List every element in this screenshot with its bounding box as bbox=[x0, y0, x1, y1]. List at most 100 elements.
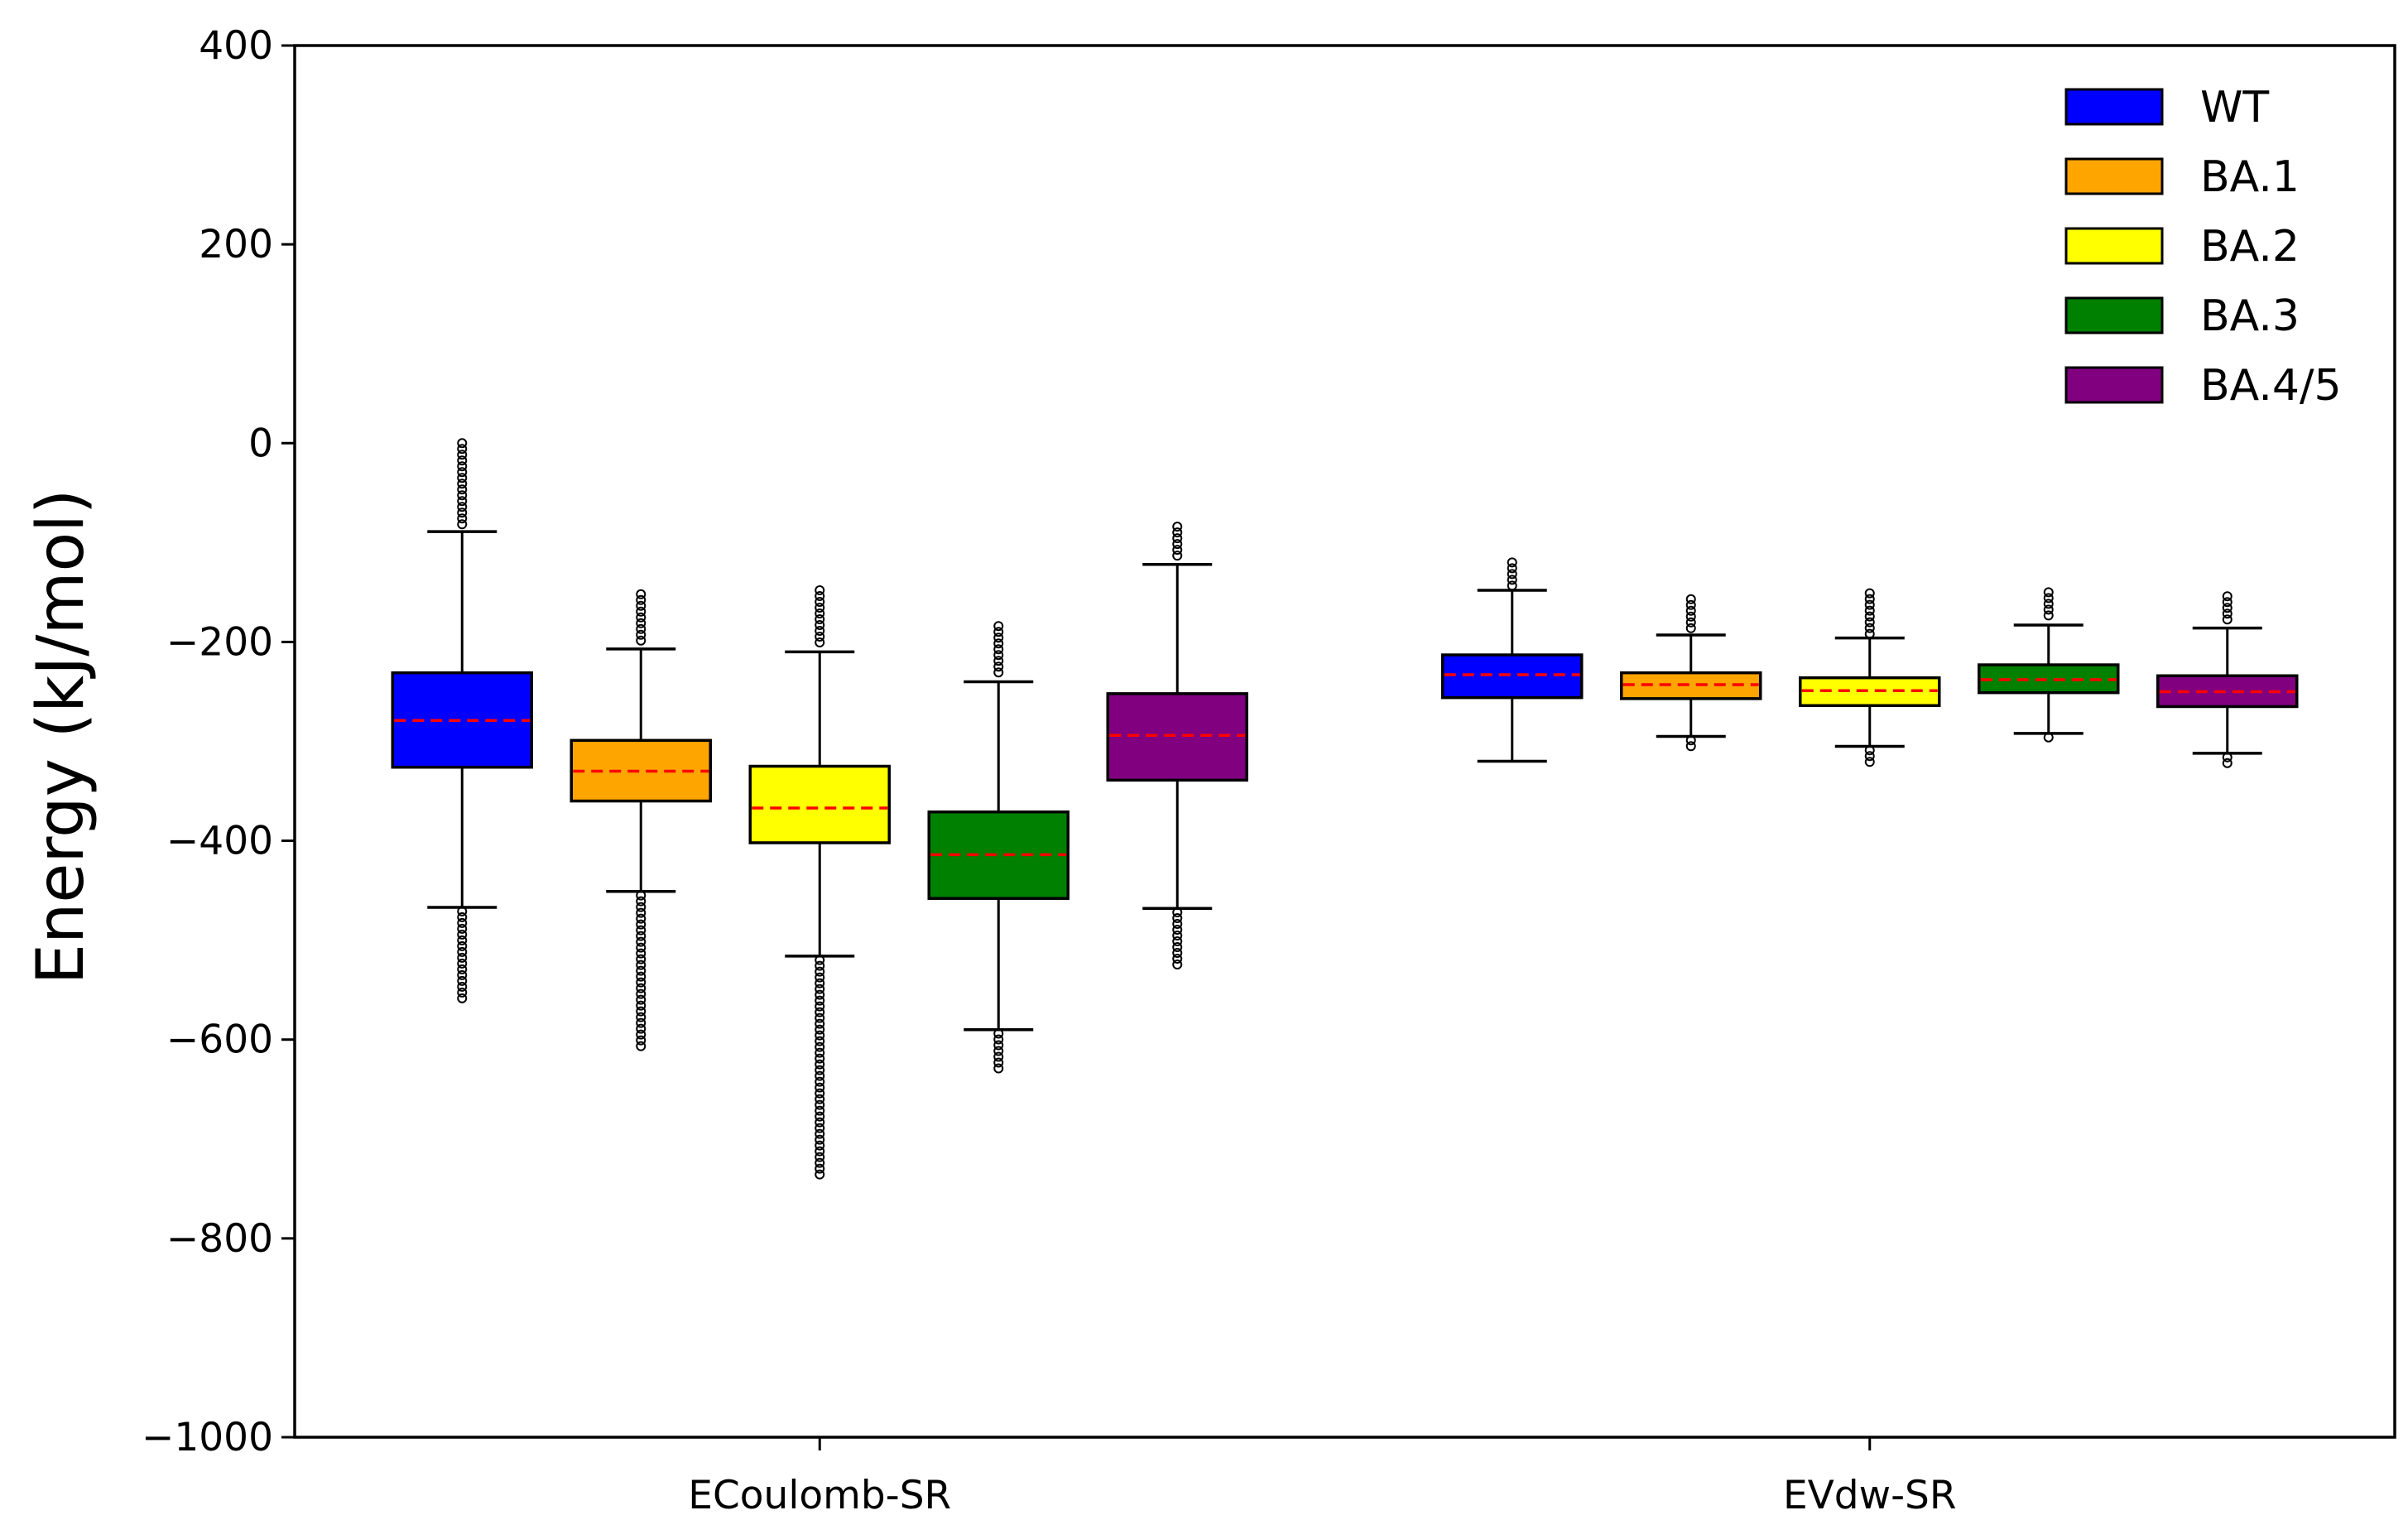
outlier-point bbox=[815, 613, 825, 624]
outlier-point bbox=[636, 994, 646, 1005]
outlier-point bbox=[1685, 605, 1696, 616]
outlier-point bbox=[636, 983, 646, 993]
outlier-point bbox=[457, 519, 468, 530]
plot-area bbox=[391, 438, 2299, 1180]
outlier-point bbox=[457, 467, 468, 478]
legend: WT BA.1 BA.2 BA.3 BA.4/5 bbox=[2064, 83, 2342, 411]
outlier-point bbox=[457, 450, 468, 460]
outlier-point bbox=[815, 1018, 825, 1029]
outlier-point bbox=[993, 621, 1004, 632]
outlier-point bbox=[815, 1030, 825, 1041]
outlier-point bbox=[1172, 931, 1183, 941]
outlier-point bbox=[815, 1070, 825, 1081]
outlier-point bbox=[636, 919, 646, 930]
outlier-point bbox=[2222, 603, 2233, 613]
outlier-point bbox=[2043, 599, 2054, 609]
outlier-point bbox=[457, 912, 468, 922]
outlier-point bbox=[636, 1000, 646, 1011]
outlier-point bbox=[815, 960, 825, 971]
outlier-point bbox=[636, 960, 646, 970]
y-tick-label: −600 bbox=[166, 1017, 273, 1063]
outlier-point bbox=[815, 625, 825, 636]
outlier-point bbox=[815, 989, 825, 1000]
outlier-point bbox=[1685, 623, 1696, 633]
legend-label: BA.3 bbox=[2200, 291, 2300, 341]
outlier-point bbox=[636, 629, 646, 640]
outlier-point bbox=[993, 1057, 1004, 1068]
outlier-point bbox=[636, 1017, 646, 1028]
box bbox=[1441, 653, 1584, 700]
outlier-point bbox=[1685, 594, 1696, 604]
outlier-point bbox=[815, 1065, 825, 1075]
y-tick-label: 400 bbox=[199, 23, 273, 69]
outlier-point bbox=[815, 1076, 825, 1087]
outlier-point bbox=[2222, 758, 2233, 768]
outlier-point bbox=[636, 948, 646, 959]
outlier-point bbox=[815, 619, 825, 630]
outlier-point bbox=[815, 637, 825, 647]
outlier-point bbox=[815, 1094, 825, 1104]
x-tick-label: ECoulomb-SR bbox=[688, 1473, 951, 1518]
outlier-point bbox=[636, 600, 646, 611]
outlier-point bbox=[457, 490, 468, 501]
outlier-point bbox=[815, 590, 825, 601]
outlier-point bbox=[636, 896, 646, 907]
outlier-point bbox=[457, 461, 468, 472]
outlier-point bbox=[457, 513, 468, 524]
outlier-point bbox=[815, 1123, 825, 1133]
outlier-point bbox=[815, 978, 825, 988]
outlier-point bbox=[1172, 527, 1183, 538]
outlier-point bbox=[457, 952, 468, 963]
outlier-point bbox=[636, 902, 646, 912]
outlier-point bbox=[636, 1035, 646, 1046]
outlier-point bbox=[815, 1047, 825, 1058]
outlier-point bbox=[457, 502, 468, 512]
outlier-point bbox=[993, 661, 1004, 672]
outlier-point bbox=[2043, 587, 2054, 598]
box-group bbox=[391, 438, 533, 1003]
box-group bbox=[1799, 588, 1941, 767]
outlier-point bbox=[993, 1051, 1004, 1062]
box-group bbox=[2156, 591, 2299, 768]
outlier-point bbox=[1864, 757, 1875, 767]
y-tick-label: 0 bbox=[248, 421, 273, 466]
outlier-point bbox=[815, 1128, 825, 1139]
outlier-point bbox=[815, 1163, 825, 1174]
outlier-point bbox=[1172, 925, 1183, 936]
outlier-point bbox=[2222, 597, 2233, 608]
legend-label: BA.2 bbox=[2200, 222, 2300, 272]
outlier-point bbox=[457, 975, 468, 986]
y-tick-label: 200 bbox=[199, 222, 273, 267]
outlier-point bbox=[993, 1034, 1004, 1045]
outlier-point bbox=[1507, 569, 1517, 580]
outlier-point bbox=[1172, 539, 1183, 550]
outlier-point bbox=[457, 964, 468, 974]
outlier-point bbox=[1172, 954, 1183, 964]
outlier-point bbox=[1172, 942, 1183, 953]
box-group bbox=[1106, 522, 1248, 970]
outlier-point bbox=[457, 929, 468, 940]
box bbox=[1106, 692, 1248, 782]
outlier-point bbox=[636, 618, 646, 628]
outlier-point bbox=[457, 496, 468, 507]
outlier-point bbox=[457, 958, 468, 969]
outlier-point bbox=[636, 913, 646, 924]
axes: 400 200 0 −200 −400 −600 −800 −1000 ECoulomb-SR E… bbox=[142, 23, 1957, 1518]
legend-label: BA.4/5 bbox=[2200, 361, 2342, 411]
outlier-point bbox=[457, 507, 468, 518]
outlier-point bbox=[2222, 614, 2233, 625]
outlier-point bbox=[1507, 563, 1517, 574]
outlier-point bbox=[457, 444, 468, 455]
outlier-point bbox=[636, 612, 646, 623]
outlier-point bbox=[1507, 575, 1517, 585]
outlier-point bbox=[1172, 936, 1183, 947]
outlier-point bbox=[815, 1157, 825, 1168]
outlier-point bbox=[1172, 960, 1183, 970]
legend-entry: BA.2 bbox=[2064, 222, 2300, 272]
legend-swatch bbox=[2064, 366, 2164, 404]
outlier-point bbox=[636, 988, 646, 999]
outlier-point bbox=[993, 633, 1004, 643]
outlier-point bbox=[457, 923, 468, 934]
outlier-point bbox=[1172, 919, 1183, 930]
outlier-point bbox=[815, 1082, 825, 1093]
